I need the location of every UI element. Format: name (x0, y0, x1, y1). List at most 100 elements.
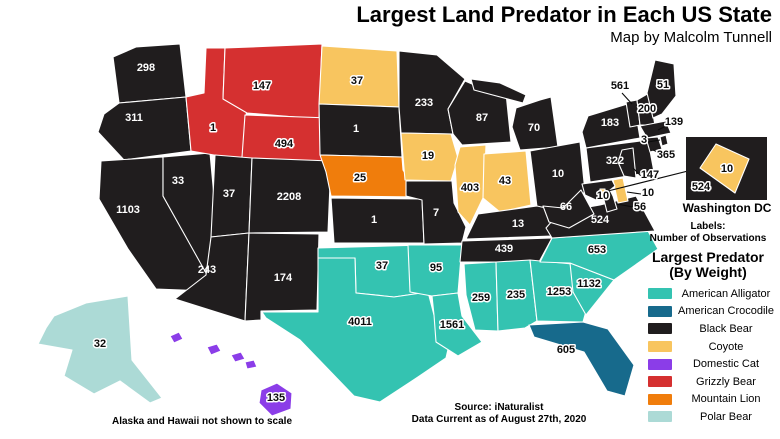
state-label-connecticut: 365 (657, 149, 675, 161)
legend: Largest Predator (By Weight) American Al… (636, 250, 780, 426)
state-label-nebraska: 25 (354, 172, 366, 184)
legend-item-label: Coyote (708, 340, 744, 353)
scale-note: Alaska and Hawaii not shown to scale (111, 416, 293, 427)
state-alaska (37, 295, 163, 404)
state-iowa (400, 132, 459, 182)
state-label-rhode-island: 3 (641, 134, 647, 146)
state-michigan (470, 78, 527, 104)
state-label-maryland: 56 (634, 201, 646, 213)
state-label-oregon: 311 (125, 112, 143, 124)
state-label-illinois: 403 (461, 182, 479, 194)
legend-item-label: American Alligator (681, 287, 771, 300)
state-label-south-dakota: 1 (353, 123, 359, 135)
state-hawaii (230, 351, 246, 363)
callout-line (632, 167, 643, 178)
state-label-massachusetts: 139 (665, 116, 683, 128)
american-crocodile-swatch (648, 305, 672, 317)
legend-item-label: Mountain Lion (691, 393, 761, 406)
state-west-virginia (542, 189, 595, 229)
state-label-pennsylvania: 322 (606, 155, 624, 167)
labels-note-line1: Labels: (690, 221, 726, 232)
state-label-vermont: 561 (611, 80, 629, 92)
state-label-west-virginia: 66 (560, 201, 572, 213)
state-kansas (330, 197, 425, 244)
state-label-virginia: 524 (591, 214, 610, 226)
legend-item-black-bear: Black Bear (636, 320, 780, 338)
state-label-new-hampshire: 200 (638, 103, 656, 115)
legend-item-label: American Crocodile (678, 305, 774, 318)
state-label-montana: 147 (253, 80, 271, 92)
legend-item-coyote: Coyote (636, 338, 780, 356)
labels-note-line2: Number of Observations (649, 233, 767, 244)
legend-item-grizzly-bear: Grizzly Bear (636, 373, 780, 391)
mountain-lion-swatch (648, 393, 672, 405)
state-label-michigan: 70 (528, 122, 540, 134)
state-label-new-jersey: 147 (641, 169, 659, 181)
state-label-nevada: 33 (172, 175, 184, 187)
state-hawaii (258, 382, 293, 417)
source-note: Source: iNaturalist Data Current as of A… (410, 402, 588, 426)
state-hawaii (244, 359, 258, 370)
callout-line (616, 203, 634, 208)
state-label-kansas: 1 (371, 214, 377, 226)
state-delaware (612, 177, 629, 204)
state-label-new-york: 183 (601, 117, 619, 129)
domestic-cat-swatch (648, 358, 672, 370)
legend-item-label: Domestic Cat (692, 358, 760, 371)
black-bear-swatch (648, 323, 672, 335)
state-label-hawaii: 135 (267, 392, 285, 404)
state-massachusetts (639, 120, 672, 139)
legend-title-line2: (By Weight) (669, 264, 747, 280)
polar-bear-swatch (648, 411, 672, 423)
state-label-idaho: 1 (210, 122, 216, 134)
state-colorado (248, 157, 332, 234)
state-label-georgia: 1253 (547, 286, 571, 298)
state-florida (528, 321, 635, 397)
state-label-indiana: 43 (499, 175, 511, 187)
callout-line (621, 92, 633, 105)
legend-item-label: Black Bear (699, 322, 753, 335)
state-label-ohio: 10 (552, 168, 564, 180)
legend-title: Largest Predator (By Weight) (636, 250, 780, 280)
state-illinois (454, 144, 487, 226)
callout-line (652, 149, 661, 154)
state-hawaii (169, 331, 184, 344)
state-label-delaware: 10 (642, 187, 654, 199)
legend-item-label: Grizzly Bear (696, 375, 756, 388)
state-label-louisiana: 1561 (440, 319, 464, 331)
state-label-new-mexico: 174 (274, 272, 293, 284)
state-label-colorado: 2208 (277, 191, 301, 203)
state-label-north-carolina: 653 (588, 244, 606, 256)
state-label-kentucky: 13 (512, 218, 524, 230)
state-maryland (581, 179, 618, 213)
state-label-washington-dc: 10 (597, 190, 609, 202)
state-label-minnesota: 233 (415, 97, 433, 109)
state-label-arkansas: 95 (430, 262, 442, 274)
state-label-alabama: 235 (507, 289, 525, 301)
page-title: Largest Land Predator in Each US State (356, 2, 772, 27)
state-label-south-carolina: 1132 (577, 278, 601, 290)
state-label-alaska: 32 (94, 338, 106, 350)
state-south-dakota (318, 103, 403, 158)
state-label-utah: 37 (223, 188, 235, 200)
legend-item-american-alligator: American Alligator (636, 285, 780, 303)
state-montana (222, 43, 323, 120)
state-label-oklahoma: 37 (376, 260, 388, 272)
state-label-iowa: 19 (422, 150, 434, 162)
state-hawaii (206, 343, 222, 356)
state-washington-dc (599, 188, 606, 195)
legend-item-american-crocodile: American Crocodile (636, 303, 780, 321)
callout-line (626, 191, 642, 195)
source-line2: Data Current as of August 27th, 2020 (411, 414, 587, 425)
state-label-wyoming: 494 (275, 138, 294, 150)
state-label-florida: 605 (557, 344, 575, 356)
callout-line (657, 125, 667, 131)
legend-item-polar-bear: Polar Bear (636, 408, 780, 426)
state-rhode-island (659, 134, 669, 147)
dc-inset-va-label: 524 (692, 181, 711, 193)
state-louisiana (431, 292, 483, 357)
state-oregon (97, 96, 192, 161)
state-arizona (174, 232, 250, 322)
american-alligator-swatch (648, 288, 672, 300)
